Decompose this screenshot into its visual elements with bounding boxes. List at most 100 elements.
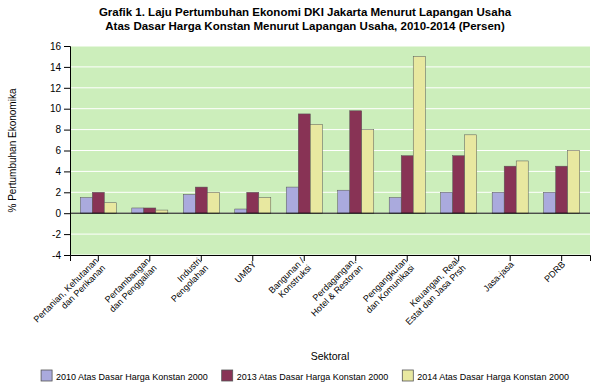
y-tick-mark bbox=[64, 171, 70, 172]
title: Grafik 1. Laju Pertumbuhan Ekonomi DKI J… bbox=[99, 6, 512, 32]
y-tick: -4 bbox=[52, 250, 70, 261]
bar bbox=[310, 124, 322, 213]
bar bbox=[144, 208, 156, 213]
bar bbox=[132, 208, 144, 213]
x-tick-label: Pertanian, Kehutanandan Perikanan bbox=[32, 256, 108, 332]
x-axis: Pertanian, Kehutanandan PerikananPertamb… bbox=[32, 255, 591, 331]
x-tick-mark bbox=[149, 255, 150, 261]
x-tick-label: Jasa-jasa bbox=[481, 259, 515, 293]
y-tick-label: 0 bbox=[55, 208, 61, 219]
bar bbox=[413, 56, 425, 213]
bar bbox=[516, 161, 528, 213]
x-tick-label: Perdagangan,Hotel & Restoran bbox=[302, 256, 365, 319]
x-tick: Pengangkutandan Komunikasi bbox=[357, 255, 416, 315]
grid-line bbox=[70, 150, 590, 151]
bar bbox=[556, 166, 568, 213]
bar bbox=[401, 156, 413, 213]
x-axis-title: Sektoral bbox=[311, 350, 350, 362]
y-tick-mark bbox=[64, 88, 70, 89]
y-axis-title: % Pertumbuhan Ekonomika bbox=[7, 88, 18, 212]
y-tick-mark bbox=[64, 192, 70, 193]
grid-line bbox=[70, 234, 590, 235]
legend-label: 2013 Atas Dasar Harga Konstan 2000 bbox=[237, 372, 389, 382]
x-tick-label: PDRB bbox=[542, 259, 567, 284]
bar bbox=[80, 198, 92, 214]
grid-line bbox=[70, 87, 590, 88]
bar bbox=[441, 192, 453, 213]
grid-line bbox=[70, 46, 590, 47]
legend-item: 2014 Atas Dasar Harga Konstan 2000 bbox=[402, 370, 569, 382]
plot-background bbox=[70, 46, 590, 255]
x-tick: Jasa-jasa bbox=[481, 255, 515, 294]
y-tick: 2 bbox=[55, 187, 70, 198]
y-tick: 8 bbox=[55, 124, 70, 135]
y-tick: 16 bbox=[50, 41, 70, 52]
y-tick-label: 12 bbox=[50, 83, 62, 94]
x-tick-mark bbox=[510, 255, 511, 261]
y-tick-mark bbox=[64, 67, 70, 68]
x-tick-label: Keuangan, RealEstat dan Jasa Prsh bbox=[397, 256, 468, 327]
y-tick-mark bbox=[64, 213, 70, 214]
chart: Grafik 1. Laju Pertumbuhan Ekonomi DKI J… bbox=[0, 0, 610, 390]
grid-line bbox=[70, 129, 590, 130]
y-tick-mark bbox=[64, 109, 70, 110]
y-tick-mark bbox=[64, 255, 70, 256]
y-axis-line bbox=[64, 47, 71, 256]
x-tick-mark bbox=[561, 255, 562, 261]
bars bbox=[80, 56, 579, 213]
bar bbox=[286, 187, 298, 213]
y-tick-mark bbox=[64, 151, 70, 152]
y-tick-label: 2 bbox=[55, 187, 61, 198]
grid-line bbox=[70, 213, 590, 214]
y-tick: 0 bbox=[55, 208, 70, 219]
grid bbox=[70, 46, 590, 255]
x-tick-mark bbox=[355, 255, 356, 261]
bar bbox=[298, 114, 310, 213]
bar bbox=[92, 192, 104, 213]
legend-swatch bbox=[41, 370, 52, 381]
x-tick: UMBY bbox=[233, 255, 258, 285]
bar-series bbox=[92, 111, 567, 213]
bar bbox=[568, 151, 580, 214]
x-tick: Perdagangan,Hotel & Restoran bbox=[302, 255, 365, 318]
zero-line bbox=[70, 213, 590, 214]
y-tick-label: 8 bbox=[55, 124, 61, 135]
bar bbox=[389, 198, 401, 214]
x-tick: IndustriPengolahan bbox=[162, 255, 210, 304]
y-tick-mark bbox=[64, 234, 70, 235]
x-tick-label: Pengangkutandan Komunikasi bbox=[357, 256, 416, 315]
legend-label: 2014 Atas Dasar Harga Konstan 2000 bbox=[417, 372, 569, 382]
y-tick-label: -4 bbox=[52, 250, 61, 261]
y-tick: -2 bbox=[52, 229, 70, 240]
y-tick-label: 16 bbox=[50, 41, 62, 52]
y-tick-mark bbox=[64, 46, 70, 47]
x-tick-label: Bangunan /Konstruksi bbox=[267, 255, 314, 302]
legend-label: 2010 Atas Dasar Harga Konstan 2000 bbox=[56, 372, 208, 382]
legend-item: 2013 Atas Dasar Harga Konstan 2000 bbox=[222, 370, 389, 382]
bar bbox=[207, 192, 219, 213]
y-tick-label: 4 bbox=[55, 166, 61, 177]
legend-swatch bbox=[222, 370, 233, 381]
bar bbox=[544, 192, 556, 213]
bar bbox=[104, 203, 116, 213]
legend-swatch bbox=[402, 370, 413, 381]
legend-item: 2010 Atas Dasar Harga Konstan 2000 bbox=[41, 370, 208, 382]
x-tick-label: Pertambangandan Penggalian bbox=[100, 256, 158, 314]
bar bbox=[195, 187, 207, 213]
grid-line bbox=[70, 66, 590, 67]
y-tick-label: 6 bbox=[55, 145, 61, 156]
bar bbox=[259, 198, 271, 214]
bar bbox=[504, 166, 516, 213]
bar bbox=[362, 130, 374, 214]
bar bbox=[338, 190, 350, 213]
y-tick-label: 10 bbox=[50, 103, 62, 114]
x-tick-mark bbox=[98, 255, 99, 261]
y-tick-label: -2 bbox=[52, 229, 61, 240]
x-tick-mark bbox=[458, 255, 459, 261]
y-tick: 4 bbox=[55, 166, 70, 177]
y-tick: 6 bbox=[55, 145, 70, 156]
x-tick-mark bbox=[407, 255, 408, 261]
x-tick-mark bbox=[304, 255, 305, 261]
y-tick-mark bbox=[64, 130, 70, 131]
y-tick-label: 14 bbox=[50, 62, 62, 73]
